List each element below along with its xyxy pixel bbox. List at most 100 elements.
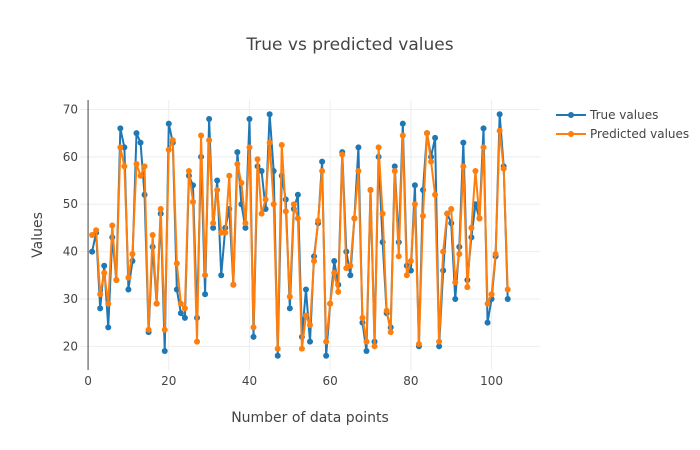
predicted-value-point <box>194 338 201 345</box>
predicted-value-point <box>311 258 318 265</box>
predicted-value-point <box>242 220 249 227</box>
predicted-value-point <box>351 215 358 222</box>
true-value-point <box>177 310 184 317</box>
predicted-value-point <box>476 215 483 222</box>
y-tick-label: 30 <box>63 292 78 306</box>
legend[interactable]: True values Predicted values <box>556 108 689 141</box>
legend-item-true[interactable]: True values <box>556 108 658 122</box>
predicted-value-point <box>383 307 390 314</box>
true-value-point <box>480 125 487 132</box>
predicted-value-point <box>375 144 382 151</box>
predicted-value-point <box>141 163 148 170</box>
predicted-value-point <box>424 130 431 137</box>
predicted-value-point <box>302 312 309 319</box>
predicted-value-point <box>149 232 156 238</box>
predicted-value-point <box>270 201 277 208</box>
true-value-point <box>258 168 265 175</box>
y-axis-ticks: 20 30 40 50 60 70 <box>63 102 78 353</box>
predicted-value-point <box>290 201 297 208</box>
predicted-value-point <box>480 144 487 151</box>
true-value-point <box>302 286 309 293</box>
predicted-value-point <box>363 338 370 345</box>
predicted-value-point <box>185 168 192 175</box>
true-value-point <box>331 258 338 265</box>
predicted-value-point <box>339 151 346 158</box>
predicted-value-point <box>214 187 221 193</box>
predicted-value-point <box>452 279 459 286</box>
predicted-value-point <box>468 224 475 231</box>
true-value-point <box>460 139 467 146</box>
predicted-value-point <box>315 217 322 224</box>
true-value-point <box>496 111 503 118</box>
predicted-value-point <box>492 250 499 257</box>
predicted-value-point <box>133 160 140 167</box>
predicted-value-point <box>157 205 164 212</box>
predicted-value-point <box>101 269 108 276</box>
predicted-value-point <box>121 163 128 170</box>
true-value-point <box>411 182 418 189</box>
true-value-point <box>202 291 209 298</box>
predicted-value-point <box>456 250 463 257</box>
x-axis-ticks: 0 20 40 60 80 100 <box>84 374 503 388</box>
true-value-point <box>181 314 188 321</box>
true-value-point <box>242 224 249 231</box>
predicted-value-point <box>169 137 176 144</box>
predicted-value-point <box>391 168 398 175</box>
true-value-point <box>214 177 221 184</box>
true-value-point <box>286 305 293 312</box>
true-value-point <box>432 134 439 141</box>
true-value-point <box>274 352 281 359</box>
true-value-point <box>89 248 96 255</box>
predicted-value-point <box>371 343 378 350</box>
series-layer <box>89 111 511 359</box>
predicted-value-point <box>206 137 213 144</box>
predicted-value-point <box>93 227 100 234</box>
true-value-point <box>294 191 301 198</box>
predicted-value-point <box>286 293 293 300</box>
y-tick-label: 20 <box>63 339 78 353</box>
predicted-value-point <box>464 284 471 291</box>
true-value-point <box>436 343 443 350</box>
predicted-value-point <box>323 338 330 345</box>
predicted-value-point <box>230 281 237 288</box>
predicted-value-point <box>113 277 120 283</box>
predicted-value-point <box>504 286 511 293</box>
predicted-values-line <box>91 129 509 350</box>
legend-item-predicted[interactable]: Predicted values <box>556 127 689 141</box>
predicted-value-point <box>202 272 209 279</box>
predicted-value-point <box>294 215 301 222</box>
predicted-value-point <box>395 253 402 260</box>
predicted-value-point <box>165 146 172 153</box>
predicted-value-point <box>484 300 491 307</box>
chart-title: True vs predicted values <box>245 35 453 55</box>
legend-marker-predicted <box>568 131 574 137</box>
predicted-value-point <box>331 269 338 276</box>
x-tick-label: 20 <box>161 374 176 388</box>
true-value-point <box>355 144 362 151</box>
true-value-point <box>117 125 124 132</box>
predicted-value-point <box>472 168 479 175</box>
true-value-point <box>97 305 104 312</box>
predicted-value-point <box>444 210 451 217</box>
x-tick-label: 0 <box>84 374 92 388</box>
predicted-value-point <box>500 165 507 172</box>
predicted-value-point <box>387 329 394 336</box>
true-value-point <box>391 163 398 170</box>
predicted-value-point <box>407 258 414 265</box>
predicted-value-point <box>488 291 495 298</box>
true-value-point <box>250 333 257 340</box>
predicted-value-point <box>246 144 253 151</box>
legend-label-predicted: Predicted values <box>590 127 689 141</box>
legend-label-true: True values <box>589 108 658 122</box>
predicted-value-point <box>436 338 443 345</box>
predicted-value-point <box>137 172 144 179</box>
predicted-value-point <box>428 158 435 165</box>
predicted-value-point <box>125 274 132 281</box>
y-tick-label: 50 <box>63 197 78 211</box>
true-value-point <box>504 295 511 302</box>
true-value-point <box>307 338 313 345</box>
y-axis-title: Values <box>30 212 46 258</box>
predicted-value-point <box>440 248 447 255</box>
predicted-value-point <box>419 213 426 220</box>
